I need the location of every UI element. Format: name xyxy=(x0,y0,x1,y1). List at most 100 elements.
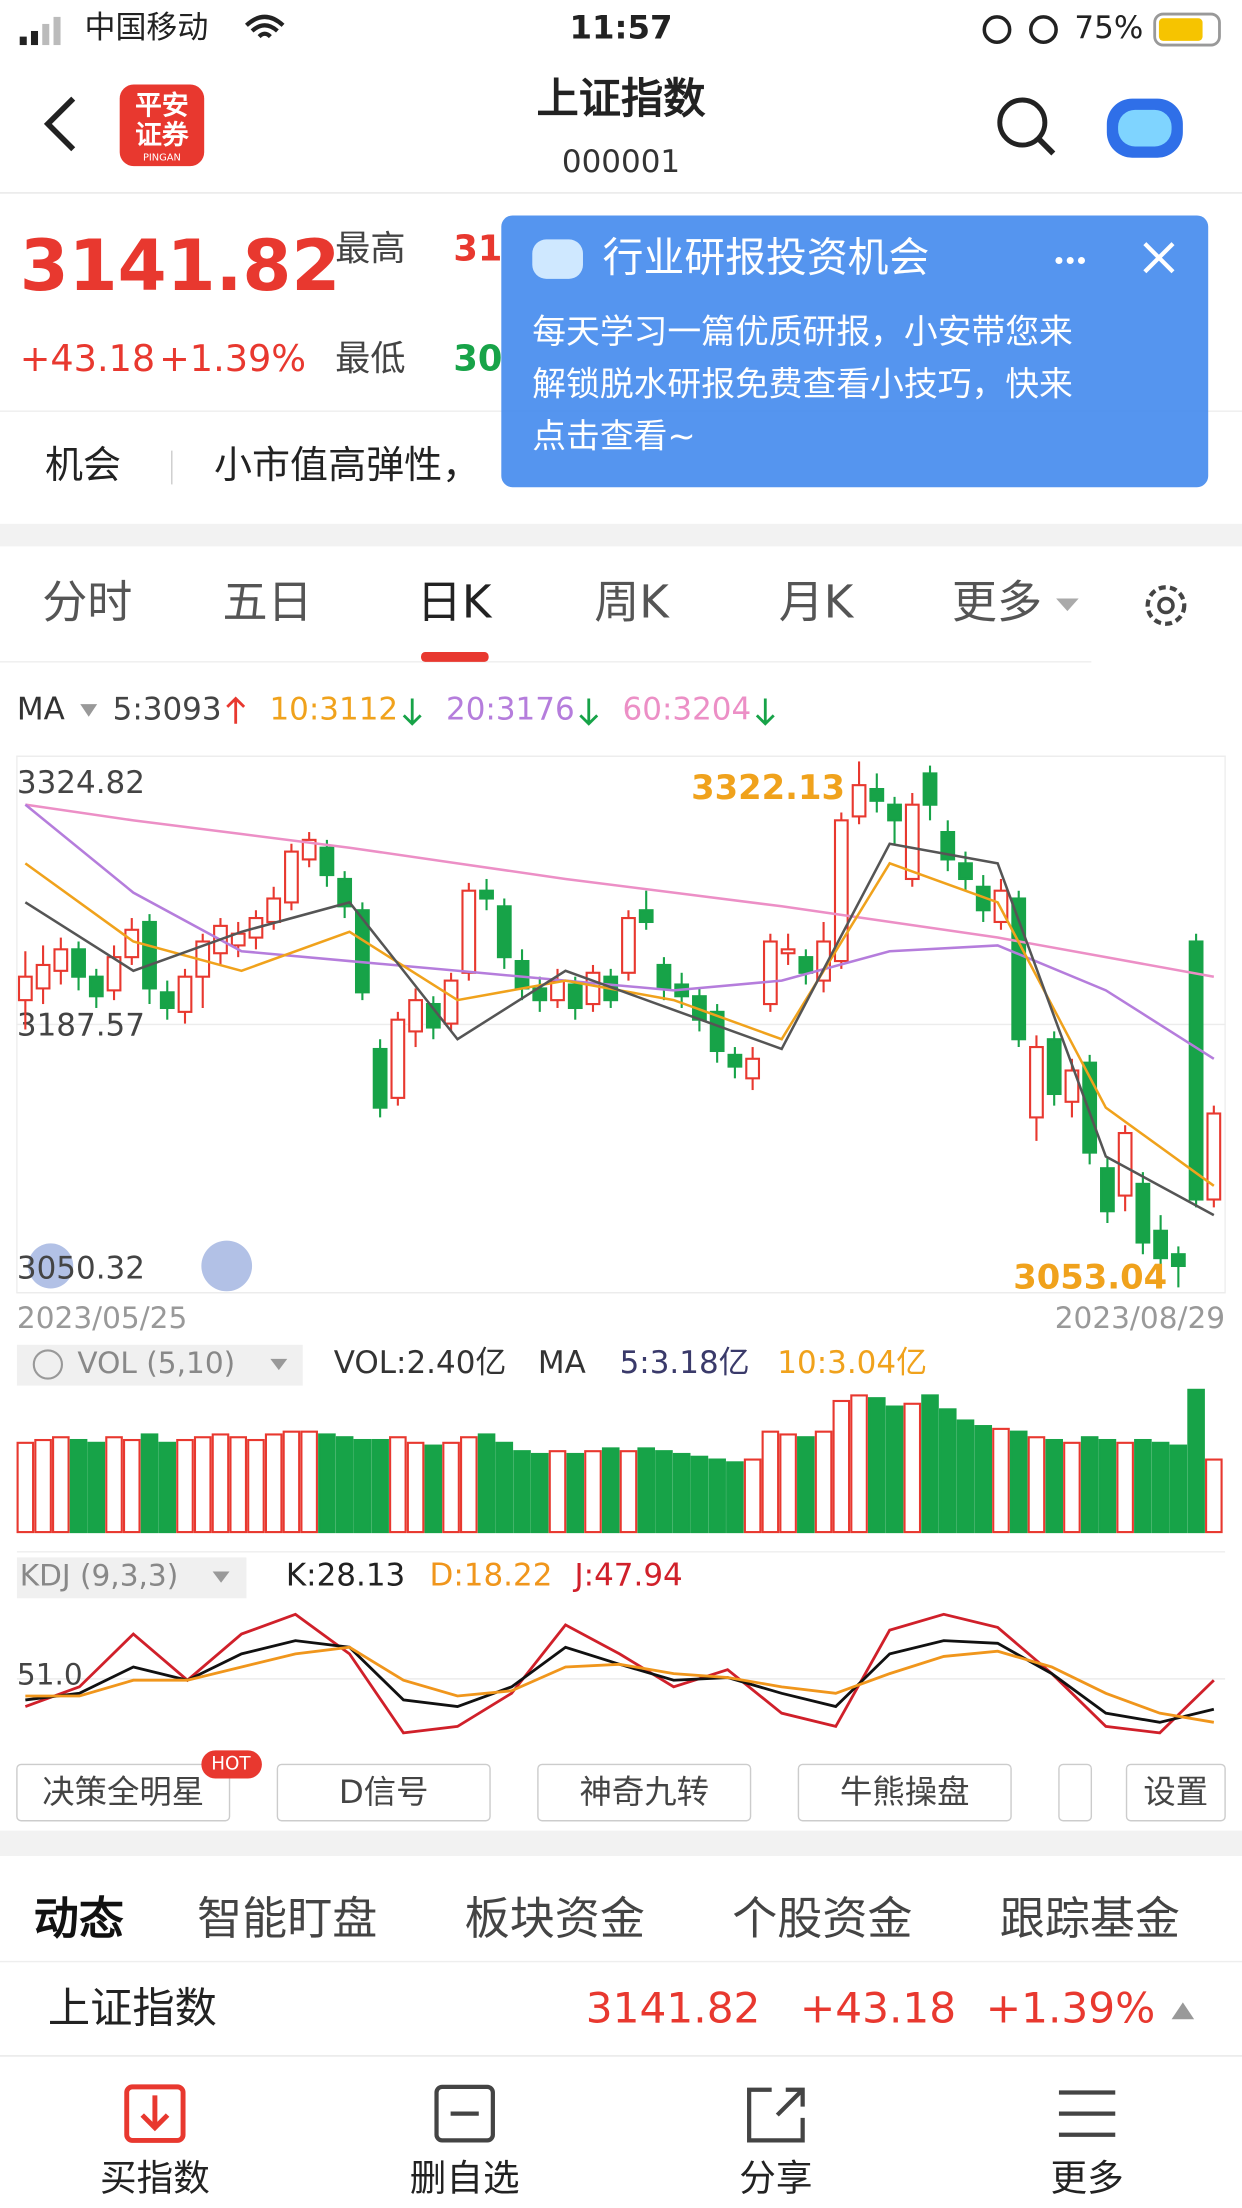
section-tab[interactable]: 板块资金 xyxy=(465,1892,645,1945)
ma-line xyxy=(24,842,1215,1217)
kdj-k: K:28.13 xyxy=(286,1558,405,1594)
candle-body xyxy=(1100,1167,1115,1213)
section-tab[interactable]: 跟踪基金 xyxy=(1000,1892,1180,1945)
candle-body xyxy=(745,1057,761,1080)
popup-close[interactable] xyxy=(1143,242,1175,274)
settings-button[interactable] xyxy=(1145,585,1187,626)
volume-bar xyxy=(389,1436,407,1534)
buy-arrow xyxy=(140,2095,170,2132)
logo-text: 平安 xyxy=(135,91,189,122)
news-tag: 机会 xyxy=(45,443,121,487)
candle-body xyxy=(780,948,796,955)
candle-body xyxy=(514,959,530,990)
candle-body xyxy=(301,838,317,861)
volume-bar xyxy=(1027,1436,1046,1534)
popup[interactable] xyxy=(501,215,1209,488)
section-tab[interactable]: 动态 xyxy=(34,1892,124,1945)
fullscreen-button[interactable] xyxy=(201,1240,253,1292)
ma-value: 60:3204 xyxy=(623,692,752,728)
candle-body xyxy=(567,983,583,1010)
candle-body xyxy=(461,889,477,974)
tool-button[interactable] xyxy=(276,1763,491,1822)
volume-bar xyxy=(1116,1441,1134,1534)
volume-bar xyxy=(282,1430,301,1534)
ma-trend-arrow xyxy=(755,698,775,726)
hot-label: HOT xyxy=(211,1753,251,1774)
ma-caret xyxy=(80,704,98,717)
low-annotation: 3053.04 xyxy=(1013,1257,1167,1296)
kdj-selector[interactable] xyxy=(16,1557,247,1599)
candle-body xyxy=(1046,1038,1062,1096)
nav-item[interactable]: 买指数 xyxy=(100,2156,210,2199)
volume-bar xyxy=(992,1427,1010,1534)
tool-button[interactable] xyxy=(537,1763,752,1822)
y-tick-label: 3050.32 xyxy=(17,1251,145,1287)
nav-item[interactable]: 分享 xyxy=(739,2156,812,2199)
candle-body xyxy=(71,948,86,978)
candle-body xyxy=(887,803,902,822)
period-tab[interactable]: 月K xyxy=(779,576,855,629)
end-date: 2023/08/29 xyxy=(1055,1301,1225,1335)
stock-code: 000001 xyxy=(562,144,680,180)
period-tab[interactable]: 更多 xyxy=(952,576,1042,629)
period-tab[interactable]: 周K xyxy=(594,576,670,629)
lock-icon xyxy=(982,15,1012,45)
page-title: 上证指数 xyxy=(537,74,707,123)
volume-bar xyxy=(1045,1438,1063,1534)
volume-bar xyxy=(300,1430,318,1534)
candle-body xyxy=(1153,1229,1169,1260)
period-tab[interactable]: 五日 xyxy=(222,576,312,629)
tool-button[interactable] xyxy=(1058,1763,1093,1822)
nav-item[interactable]: 删自选 xyxy=(410,2156,520,2199)
candle-body xyxy=(833,819,849,963)
volume-bar xyxy=(1134,1438,1152,1534)
search-handle xyxy=(1037,137,1056,156)
info-icon xyxy=(32,1349,64,1380)
kdj-j: J:47.94 xyxy=(573,1558,683,1594)
nav-item[interactable]: 更多 xyxy=(1050,2156,1123,2199)
kdj-line xyxy=(24,1612,1215,1735)
kdj-line xyxy=(25,1645,1215,1724)
volume-bar xyxy=(477,1433,496,1534)
vol-selector[interactable] xyxy=(16,1344,303,1386)
ticker-change: +43.18 xyxy=(800,1983,956,2032)
candle-body xyxy=(1170,1253,1186,1268)
volume-bar xyxy=(1151,1441,1170,1534)
ma-trend-arrow xyxy=(226,696,246,724)
tool-button[interactable] xyxy=(16,1763,231,1822)
volume-bar xyxy=(743,1458,762,1534)
kdj-caret xyxy=(212,1571,230,1583)
volume-bar xyxy=(832,1399,851,1534)
high-annotation: 3322.13 xyxy=(691,768,845,807)
volume-bar xyxy=(1009,1430,1028,1534)
price-change: +43.18 xyxy=(20,337,155,380)
volume-bar xyxy=(726,1461,744,1534)
news-text[interactable]: 小市值高弹性， xyxy=(214,443,480,487)
signal-icon xyxy=(19,16,61,46)
search-button[interactable] xyxy=(997,97,1048,148)
volume-bar xyxy=(708,1458,726,1534)
tool-button[interactable] xyxy=(797,1763,1012,1822)
volume-bar xyxy=(601,1447,620,1534)
back-button[interactable] xyxy=(43,96,76,152)
candle-body xyxy=(851,784,867,818)
volume-bar xyxy=(318,1433,336,1534)
y-tick-label: 3187.57 xyxy=(17,1008,145,1044)
volume-bar xyxy=(1169,1444,1188,1534)
candle-body xyxy=(709,1010,725,1053)
candle-body xyxy=(656,963,672,990)
section-tab[interactable]: 智能盯盘 xyxy=(197,1892,377,1945)
candle-body xyxy=(585,971,601,1006)
period-tab[interactable]: 日K xyxy=(417,576,493,629)
y-tick-label: 3324.82 xyxy=(17,765,145,801)
hot-badge xyxy=(201,1750,262,1779)
period-tab[interactable]: 分时 xyxy=(42,576,132,629)
expand-button[interactable] xyxy=(28,1243,74,1289)
tool-label: 牛熊操盘 xyxy=(840,1773,970,1811)
volume-bar xyxy=(921,1394,939,1534)
section-tab[interactable]: 个股资金 xyxy=(732,1892,912,1945)
tool-button[interactable] xyxy=(1125,1763,1226,1822)
volume-bar xyxy=(779,1433,797,1534)
ma-value: 10:3112 xyxy=(269,692,398,728)
candle-body xyxy=(17,975,33,1002)
